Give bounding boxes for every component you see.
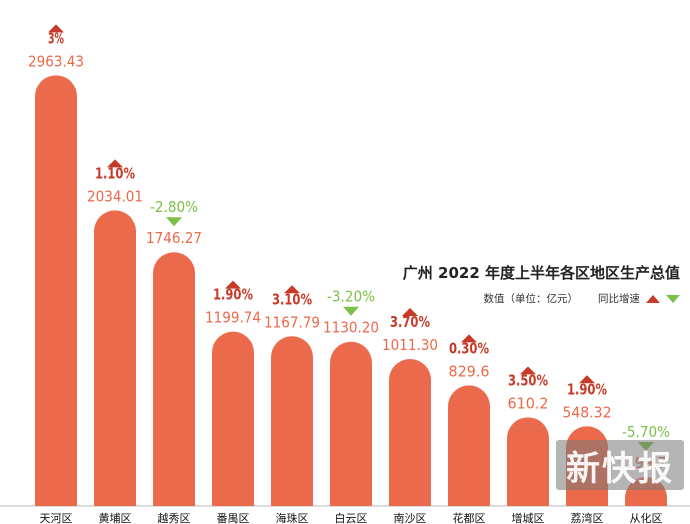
x-tick-label: 番禺区 (217, 512, 250, 524)
growth-label: 0.30% (449, 339, 489, 357)
x-tick-label: 白云区 (335, 511, 368, 524)
data-label: 1011.30 (382, 336, 438, 354)
chart-legend: 广州 2022 年度上半年各区地区生产总值 数值（单位：亿元） 同比增速 (403, 262, 680, 306)
bar (271, 336, 313, 506)
x-tick-label: 增城区 (512, 511, 545, 524)
up-arrow-icon (225, 280, 241, 289)
up-arrow-icon (48, 24, 64, 33)
growth-label: 3% (48, 29, 64, 47)
up-arrow-icon (402, 308, 418, 317)
x-tick-label: 花都区 (453, 512, 486, 524)
bar (389, 359, 431, 506)
data-label: 610.2 (508, 394, 549, 412)
bar (35, 75, 77, 506)
legend-growth-label: 同比增速 (598, 293, 640, 305)
bar (448, 385, 490, 506)
x-tick-label: 越秀区 (158, 511, 191, 524)
growth-label: 1.10% (95, 164, 135, 182)
growth-label: -3.20% (327, 288, 375, 306)
growth-label: 3.50% (508, 371, 548, 389)
data-label: 1199.74 (205, 309, 261, 327)
chart-title: 广州 2022 年度上半年各区地区生产总值 (402, 264, 680, 282)
bar (94, 210, 136, 506)
data-label: 548.32 (562, 403, 611, 421)
down-triangle-icon (666, 294, 680, 303)
growth-label: 3.70% (390, 313, 430, 331)
watermark-logo: 新快报 (556, 440, 684, 490)
x-tick-label: 南沙区 (394, 512, 427, 524)
growth-label: 3.10% (272, 290, 312, 308)
data-label: 1167.79 (264, 313, 320, 331)
down-arrow-icon (343, 306, 359, 316)
growth-label: -5.70% (622, 423, 670, 441)
up-arrow-icon (579, 375, 595, 384)
legend-row: 数值（单位：亿元） 同比增速 (403, 291, 680, 306)
legend-unit-label: 数值（单位：亿元） (483, 293, 579, 305)
x-tick-label: 天河区 (40, 512, 73, 524)
x-tick-label: 黄埔区 (99, 511, 132, 524)
data-label: 829.6 (449, 362, 490, 380)
bar (507, 417, 549, 506)
x-tick-label: 从化区 (630, 511, 663, 524)
bar (330, 341, 372, 506)
growth-label: 1.90% (567, 380, 607, 398)
bar (212, 331, 254, 506)
data-label: 2034.01 (87, 187, 143, 205)
data-label: 1130.20 (323, 319, 379, 337)
up-arrow-icon (461, 334, 477, 343)
bar (153, 252, 195, 506)
data-label: 1746.27 (146, 229, 202, 247)
growth-label: -2.80% (150, 198, 198, 216)
up-triangle-icon (646, 294, 660, 303)
x-tick-label: 海珠区 (276, 511, 309, 524)
watermark-text: 新快报 (566, 448, 674, 489)
up-arrow-icon (107, 159, 123, 168)
up-arrow-icon (284, 285, 300, 294)
up-arrow-icon (520, 366, 536, 375)
x-tick-label: 荔湾区 (571, 511, 604, 524)
data-label: 2963.43 (28, 52, 84, 70)
down-arrow-icon (166, 217, 182, 227)
growth-label: 1.90% (213, 286, 253, 304)
